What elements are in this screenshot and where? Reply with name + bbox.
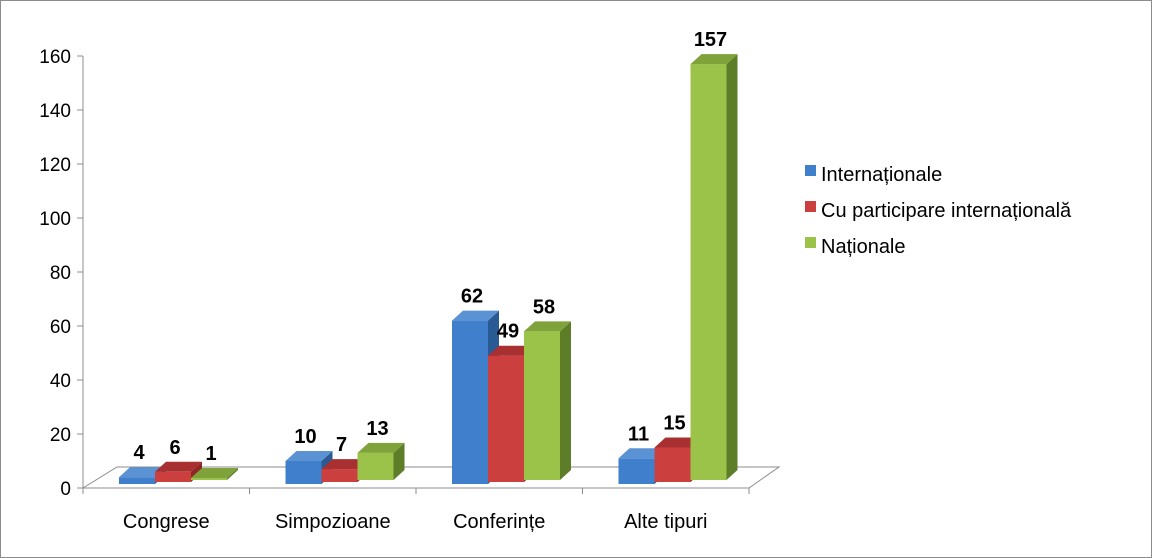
y-tick-label: 100 xyxy=(39,209,71,230)
bar-top xyxy=(119,467,166,478)
bar-front xyxy=(690,64,727,480)
bar-top xyxy=(357,442,405,453)
bar-front xyxy=(155,471,191,482)
bar-front xyxy=(524,331,560,480)
bar xyxy=(524,321,571,480)
y-tick-label: 40 xyxy=(50,371,71,392)
chart-floor xyxy=(81,466,781,489)
legend: Internaționale Cu participare internațion… xyxy=(805,164,1072,258)
y-tick-label: 140 xyxy=(39,101,71,122)
data-label: 157 xyxy=(694,29,727,51)
x-category-label: Congrese xyxy=(123,511,210,533)
bar-front xyxy=(285,461,322,484)
data-labels: 4 10 62 11 6 7 49 15 1 13 58 157 xyxy=(133,29,727,465)
bar xyxy=(690,54,738,480)
y-tick-label: 60 xyxy=(50,317,71,338)
data-label: 13 xyxy=(366,418,388,440)
data-label: 15 xyxy=(663,413,685,435)
bar-top xyxy=(690,54,738,65)
bar-side xyxy=(726,54,738,480)
legend-label: Internaționale xyxy=(821,164,942,186)
legend-label: Cu participare internațională xyxy=(821,200,1072,222)
legend-swatch xyxy=(805,237,816,248)
y-tick-label: 0 xyxy=(60,479,71,500)
data-label: 58 xyxy=(533,296,555,318)
bar-top xyxy=(321,459,369,470)
bar-top xyxy=(654,437,702,448)
data-label: 11 xyxy=(628,423,649,445)
axes: 0 20 40 60 80 100 120 140 160 Congrese Simpozioane… xyxy=(39,47,750,533)
data-label: 7 xyxy=(336,434,347,456)
data-label: 1 xyxy=(205,443,216,465)
data-label: 10 xyxy=(294,426,316,448)
x-category-label: Alte tipuri xyxy=(624,511,707,533)
y-tick-label: 160 xyxy=(39,47,71,68)
floor-plane xyxy=(81,466,781,489)
legend-swatch xyxy=(805,201,816,212)
bar-top xyxy=(191,468,238,478)
bar-top xyxy=(488,345,535,356)
bar-top xyxy=(452,310,499,321)
x-category-label: Conferințe xyxy=(453,511,545,533)
bar-side xyxy=(560,321,571,480)
bar-front xyxy=(654,447,691,482)
bar-side xyxy=(227,468,238,480)
bar-front xyxy=(488,355,524,482)
legend-swatch xyxy=(805,165,816,176)
y-tick-label: 120 xyxy=(39,155,71,176)
bar-top xyxy=(155,461,202,472)
legend-label: Naționale xyxy=(821,236,906,258)
data-label: 4 xyxy=(133,442,145,464)
bar-front xyxy=(119,477,155,484)
data-label: 62 xyxy=(461,286,483,308)
bars xyxy=(119,54,738,484)
data-label: 49 xyxy=(497,321,519,343)
x-category-label: Simpozioane xyxy=(275,511,391,533)
bar-front xyxy=(191,478,227,480)
bar xyxy=(357,442,405,480)
bar-side xyxy=(393,442,405,480)
y-tick-label: 20 xyxy=(50,425,71,446)
bar-front xyxy=(321,469,358,482)
bar-top xyxy=(618,448,666,459)
y-tick-label: 80 xyxy=(50,263,71,284)
data-label: 6 xyxy=(169,437,180,459)
bar-front xyxy=(452,320,488,484)
bar-top xyxy=(285,451,333,461)
bar-front xyxy=(618,458,655,484)
bar-top xyxy=(524,321,571,332)
bar xyxy=(191,468,238,480)
bar-front xyxy=(357,452,394,480)
